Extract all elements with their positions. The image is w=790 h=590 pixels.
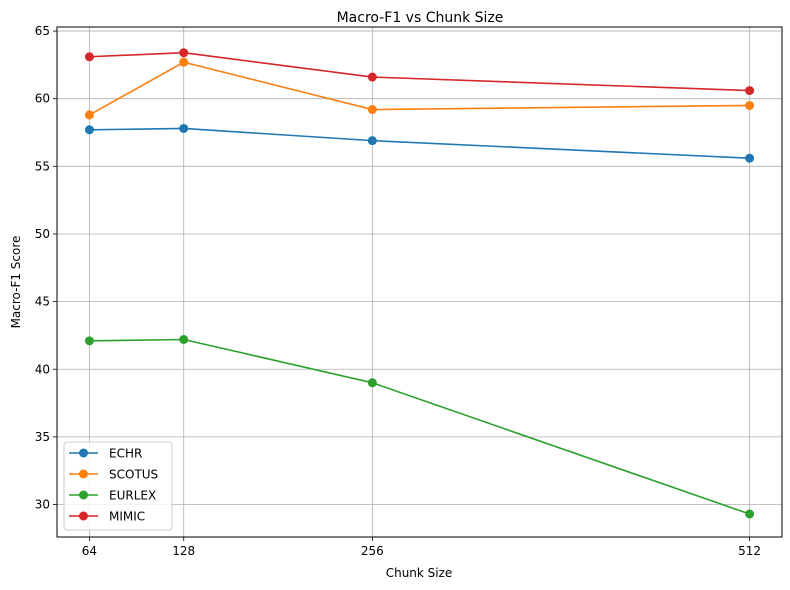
chart-title: Macro-F1 vs Chunk Size — [337, 10, 504, 26]
data-point — [179, 334, 189, 344]
legend-item-scotus: SCOTUS — [69, 468, 158, 482]
legend-item-echr: ECHR — [69, 447, 142, 461]
data-point — [367, 72, 377, 82]
x-tick-label: 64 — [82, 544, 97, 558]
legend: ECHR SCOTUS EURLEX MIMIC — [63, 441, 173, 531]
x-axis-label: Chunk Size — [386, 566, 453, 580]
legend-label: SCOTUS — [109, 468, 158, 482]
legend-label: MIMIC — [109, 510, 145, 524]
data-series — [84, 48, 755, 519]
data-point — [367, 378, 377, 388]
x-tick-label: 512 — [738, 544, 761, 558]
data-point — [367, 105, 377, 115]
plot-frame — [56, 26, 783, 538]
series-mimic — [84, 48, 755, 96]
y-tick-label: 30 — [35, 498, 50, 512]
y-tick-label: 50 — [35, 227, 50, 241]
data-point — [745, 100, 755, 110]
x-tick-label: 128 — [172, 544, 195, 558]
y-axis-label: Macro-F1 Score — [9, 236, 23, 329]
legend-label: ECHR — [109, 447, 142, 461]
data-point — [179, 123, 189, 133]
y-tick-label: 55 — [35, 159, 50, 173]
data-point — [84, 110, 94, 120]
data-point — [179, 48, 189, 58]
data-point — [745, 86, 755, 96]
data-point — [84, 336, 94, 346]
x-axis-ticks: 64 128 256 512 — [82, 537, 761, 558]
y-tick-label: 65 — [35, 24, 50, 38]
legend-item-mimic: MIMIC — [69, 510, 145, 524]
legend-item-eurlex: EURLEX — [69, 489, 156, 503]
data-point — [84, 125, 94, 135]
y-tick-label: 45 — [35, 295, 50, 309]
data-point — [84, 52, 94, 62]
y-axis-ticks: 30 35 40 45 50 55 60 65 — [35, 24, 57, 512]
y-tick-label: 35 — [35, 430, 50, 444]
series-scotus — [84, 57, 755, 120]
data-point — [745, 509, 755, 519]
data-point — [745, 153, 755, 163]
y-tick-label: 60 — [35, 92, 50, 106]
x-tick-label: 256 — [361, 544, 384, 558]
data-point — [367, 136, 377, 146]
series-eurlex — [84, 334, 755, 519]
data-point — [179, 57, 189, 67]
y-tick-label: 40 — [35, 362, 50, 376]
series-echr — [84, 123, 755, 163]
legend-label: EURLEX — [109, 489, 156, 503]
